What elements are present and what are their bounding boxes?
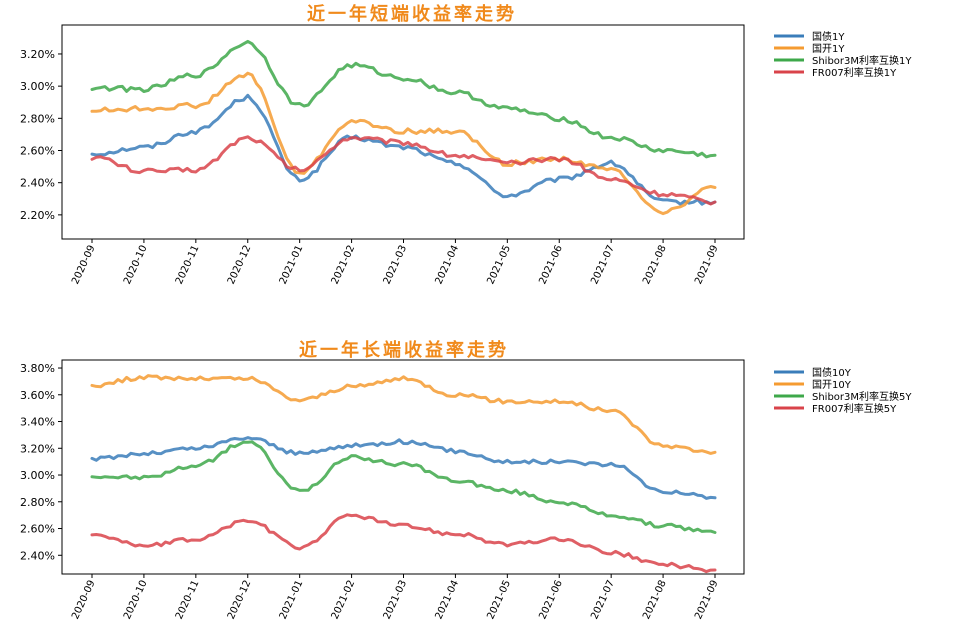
y-tick-label: 3.60% <box>20 389 55 402</box>
series-line-3 <box>90 135 717 206</box>
chart-title: 近一年长端收益率走势 <box>299 339 509 361</box>
x-tick-label: 2021-01 <box>278 579 306 622</box>
x-tick-label: 2021-04 <box>434 579 462 622</box>
y-tick-label: 2.60% <box>20 523 55 536</box>
legend-label: FR007利率互换1Y <box>812 66 897 79</box>
y-tick-label: 2.40% <box>20 177 55 190</box>
series-line-0 <box>90 436 717 500</box>
series-line-3 <box>90 513 717 574</box>
x-tick-label: 2021-02 <box>330 244 358 287</box>
x-tick-label: 2020-12 <box>226 244 254 287</box>
x-tick-label: 2021-02 <box>330 579 358 622</box>
y-axis: 2.40% 2.60% 2.80% 3.00% 3.20% 3.40% 3.60% 3.80% <box>20 362 62 562</box>
y-tick-label: 3.40% <box>20 416 55 429</box>
x-tick-label: 2020-10 <box>122 244 150 287</box>
chart-title: 近一年短端收益率走势 <box>307 3 517 25</box>
x-axis: 2020-09 2020-10 2020-11 2020-12 2021-01 2021-… <box>70 239 721 286</box>
legend-label: Shibor3M利率互换1Y <box>812 54 912 67</box>
x-tick-label: 2021-05 <box>485 579 513 622</box>
x-tick-label: 2021-09 <box>693 244 721 287</box>
legend-label: 国开1Y <box>812 43 845 55</box>
short-term-yield-chart: 近一年短端收益率走势 2.20% 2.40% 2.60% 2.80% 3.00% 3.20… <box>20 3 912 286</box>
x-tick-label: 2021-08 <box>641 579 669 622</box>
x-tick-label: 2021-04 <box>434 244 462 287</box>
x-tick-label: 2021-03 <box>382 579 410 622</box>
x-tick-label: 2021-03 <box>382 244 410 287</box>
series-line-1 <box>90 71 717 216</box>
x-tick-label: 2020-11 <box>174 579 202 622</box>
y-tick-label: 2.60% <box>20 145 55 158</box>
x-tick-label: 2020-10 <box>122 579 150 622</box>
legend-label: 国债10Y <box>812 366 852 379</box>
long-term-yield-chart: 近一年长端收益率走势 2.40% 2.60% 2.80% 3.00% 3.20% 3.40… <box>20 339 912 621</box>
x-tick-label: 2021-08 <box>641 244 669 287</box>
x-tick-label: 2020-09 <box>70 579 98 622</box>
y-tick-label: 3.80% <box>20 362 55 375</box>
x-tick-label: 2020-09 <box>70 244 98 287</box>
x-tick-label: 2020-12 <box>226 579 254 622</box>
y-tick-label: 2.20% <box>20 209 55 222</box>
y-tick-label: 2.80% <box>20 112 55 125</box>
y-axis: 2.20% 2.40% 2.60% 2.80% 3.00% 3.20% <box>20 48 62 222</box>
y-tick-label: 2.40% <box>20 549 55 562</box>
x-tick-label: 2021-07 <box>589 579 617 622</box>
series-lines <box>90 374 717 574</box>
y-tick-label: 3.20% <box>20 442 55 455</box>
x-tick-label: 2021-06 <box>537 244 565 287</box>
x-tick-label: 2021-09 <box>693 579 721 622</box>
x-tick-label: 2021-06 <box>537 579 565 622</box>
legend-label: Shibor3M利率互换5Y <box>812 390 912 403</box>
series-line-2 <box>90 39 717 159</box>
series-lines <box>90 39 717 216</box>
x-tick-label: 2021-01 <box>278 244 306 287</box>
y-tick-label: 3.00% <box>20 80 55 93</box>
y-tick-label: 3.20% <box>20 48 55 61</box>
x-tick-label: 2020-11 <box>174 244 202 287</box>
y-tick-label: 3.00% <box>20 469 55 482</box>
series-line-2 <box>90 440 717 534</box>
series-line-0 <box>90 93 717 206</box>
legend-label: FR007利率互换5Y <box>812 402 897 415</box>
x-tick-label: 2021-07 <box>589 244 617 287</box>
legend-label: 国债1Y <box>812 30 845 43</box>
legend-label: 国开10Y <box>812 379 852 391</box>
x-tick-label: 2021-05 <box>485 244 513 287</box>
y-tick-label: 2.80% <box>20 496 55 509</box>
series-line-1 <box>90 374 717 455</box>
x-axis: 2020-09 2020-10 2020-11 2020-12 2021-01 2021-… <box>70 574 721 621</box>
